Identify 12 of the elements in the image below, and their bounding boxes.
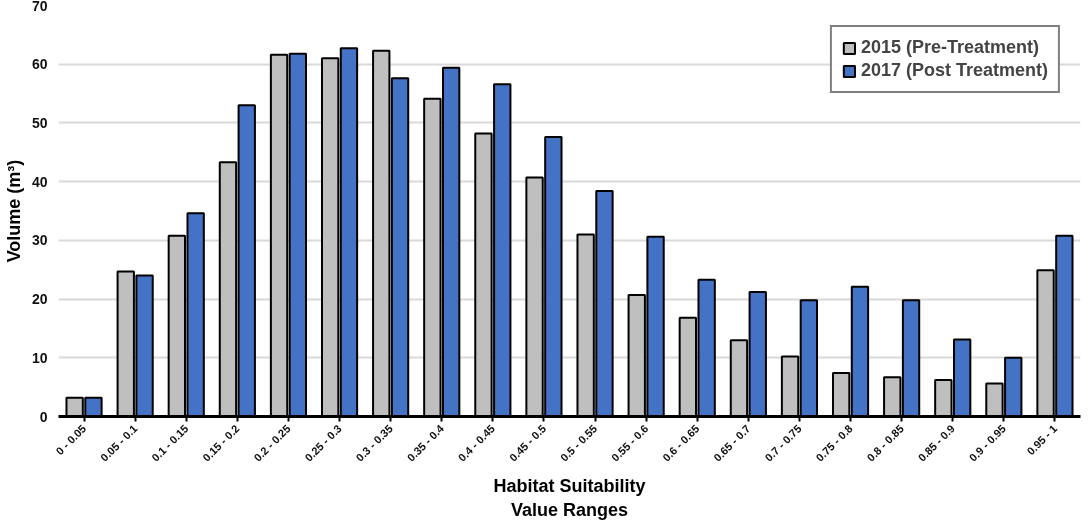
- legend-label: 2015 (Pre-Treatment): [860, 37, 1039, 58]
- y-tick-label: 0: [39, 408, 48, 425]
- y-tick-label: 50: [31, 114, 48, 131]
- y-tick-label: 10: [31, 349, 48, 366]
- x-axis-title: Habitat Suitability Value Ranges: [493, 475, 646, 520]
- y-tick-label: 70: [31, 0, 48, 14]
- y-tick-label: 40: [31, 173, 48, 190]
- y-axis-title: Volume (m³): [3, 159, 24, 263]
- y-tick-label: 60: [31, 56, 48, 73]
- legend-label: 2017 (Post Treatment): [860, 60, 1048, 81]
- y-tick-label: 20: [31, 291, 48, 308]
- y-tick-label: 30: [31, 232, 48, 249]
